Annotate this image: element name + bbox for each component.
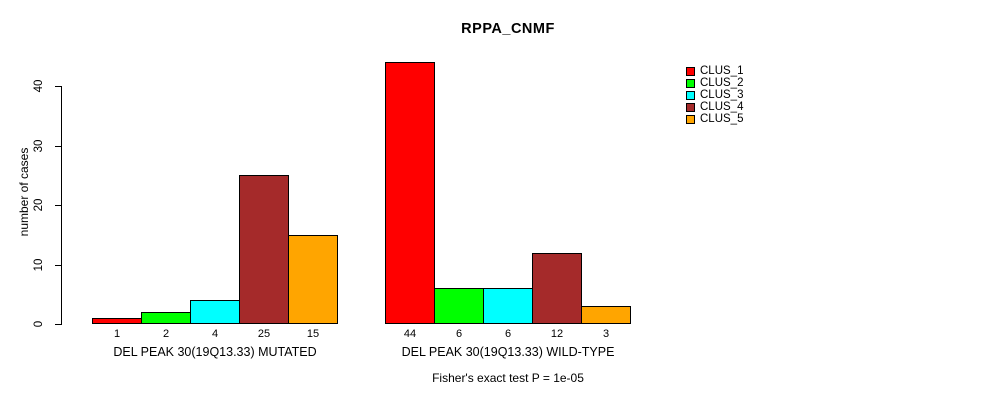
y-axis-tick — [55, 145, 61, 147]
bar-value-label: 25 — [257, 328, 271, 340]
y-axis-tick — [55, 324, 61, 325]
bar-value-label: 1 — [113, 328, 121, 340]
bar-value-label: 44 — [403, 328, 417, 340]
group-label: DEL PEAK 30(19Q13.33) WILD-TYPE — [401, 345, 615, 359]
footnote: Fisher's exact test P = 1e-05 — [432, 371, 584, 385]
legend-item-clus_3: CLUS_3 — [686, 89, 743, 101]
bar-value-label: 4 — [211, 328, 219, 340]
bar-value-label: 12 — [550, 328, 564, 340]
bar-clus_2-group2 — [434, 288, 484, 324]
y-axis-tick-label: 0 — [33, 320, 45, 328]
legend-item-clus_2: CLUS_2 — [686, 77, 743, 89]
bar-value-label: 15 — [306, 328, 320, 340]
legend-swatch-icon — [686, 78, 695, 88]
legend-item-clus_5: CLUS_5 — [686, 113, 743, 125]
group-label: DEL PEAK 30(19Q13.33) MUTATED — [113, 345, 317, 359]
y-axis-label: number of cases — [17, 147, 31, 237]
bar-clus_4-group1 — [239, 175, 289, 324]
legend-swatch-icon — [686, 102, 695, 112]
legend-swatch-icon — [686, 66, 695, 76]
bar-value-label: 6 — [455, 328, 463, 340]
y-axis-tick — [55, 264, 61, 266]
bar-clus_5-group1 — [288, 235, 338, 324]
y-axis-tick-label: 20 — [33, 198, 45, 212]
bar-clus_2-group1 — [141, 312, 191, 324]
legend-swatch-icon — [686, 90, 695, 100]
legend-item-clus_4: CLUS_4 — [686, 101, 743, 113]
legend-swatch-icon — [686, 114, 695, 124]
y-axis-tick-label: 40 — [33, 79, 45, 93]
y-axis-line — [61, 86, 62, 325]
bar-clus_3-group1 — [190, 300, 240, 324]
legend-label: CLUS_5 — [700, 113, 744, 125]
bar-clus_3-group2 — [483, 288, 533, 324]
y-axis-tick — [55, 205, 61, 206]
y-axis-tick — [55, 86, 61, 87]
y-axis-tick-label: 30 — [33, 139, 45, 152]
bar-clus_4-group2 — [532, 253, 582, 324]
legend-label: CLUS_1 — [700, 65, 744, 77]
y-axis-tick-label: 10 — [33, 258, 45, 271]
legend-label: CLUS_4 — [700, 101, 744, 113]
bar-clus_1-group1 — [92, 318, 142, 324]
bar-value-label: 2 — [162, 328, 170, 340]
legend: CLUS_1 CLUS_2 CLUS_3 CLUS_4 CLUS_5 — [686, 65, 743, 125]
bar-value-label: 6 — [504, 328, 512, 340]
legend-label: CLUS_3 — [700, 89, 744, 101]
legend-label: CLUS_2 — [700, 77, 744, 89]
chart-title: RPPA_CNMF — [461, 21, 555, 37]
bar-clus_1-group2 — [385, 62, 435, 324]
bar-value-label: 3 — [602, 328, 610, 340]
bar-clus_5-group2 — [581, 306, 631, 324]
legend-item-clus_1: CLUS_1 — [686, 65, 743, 77]
